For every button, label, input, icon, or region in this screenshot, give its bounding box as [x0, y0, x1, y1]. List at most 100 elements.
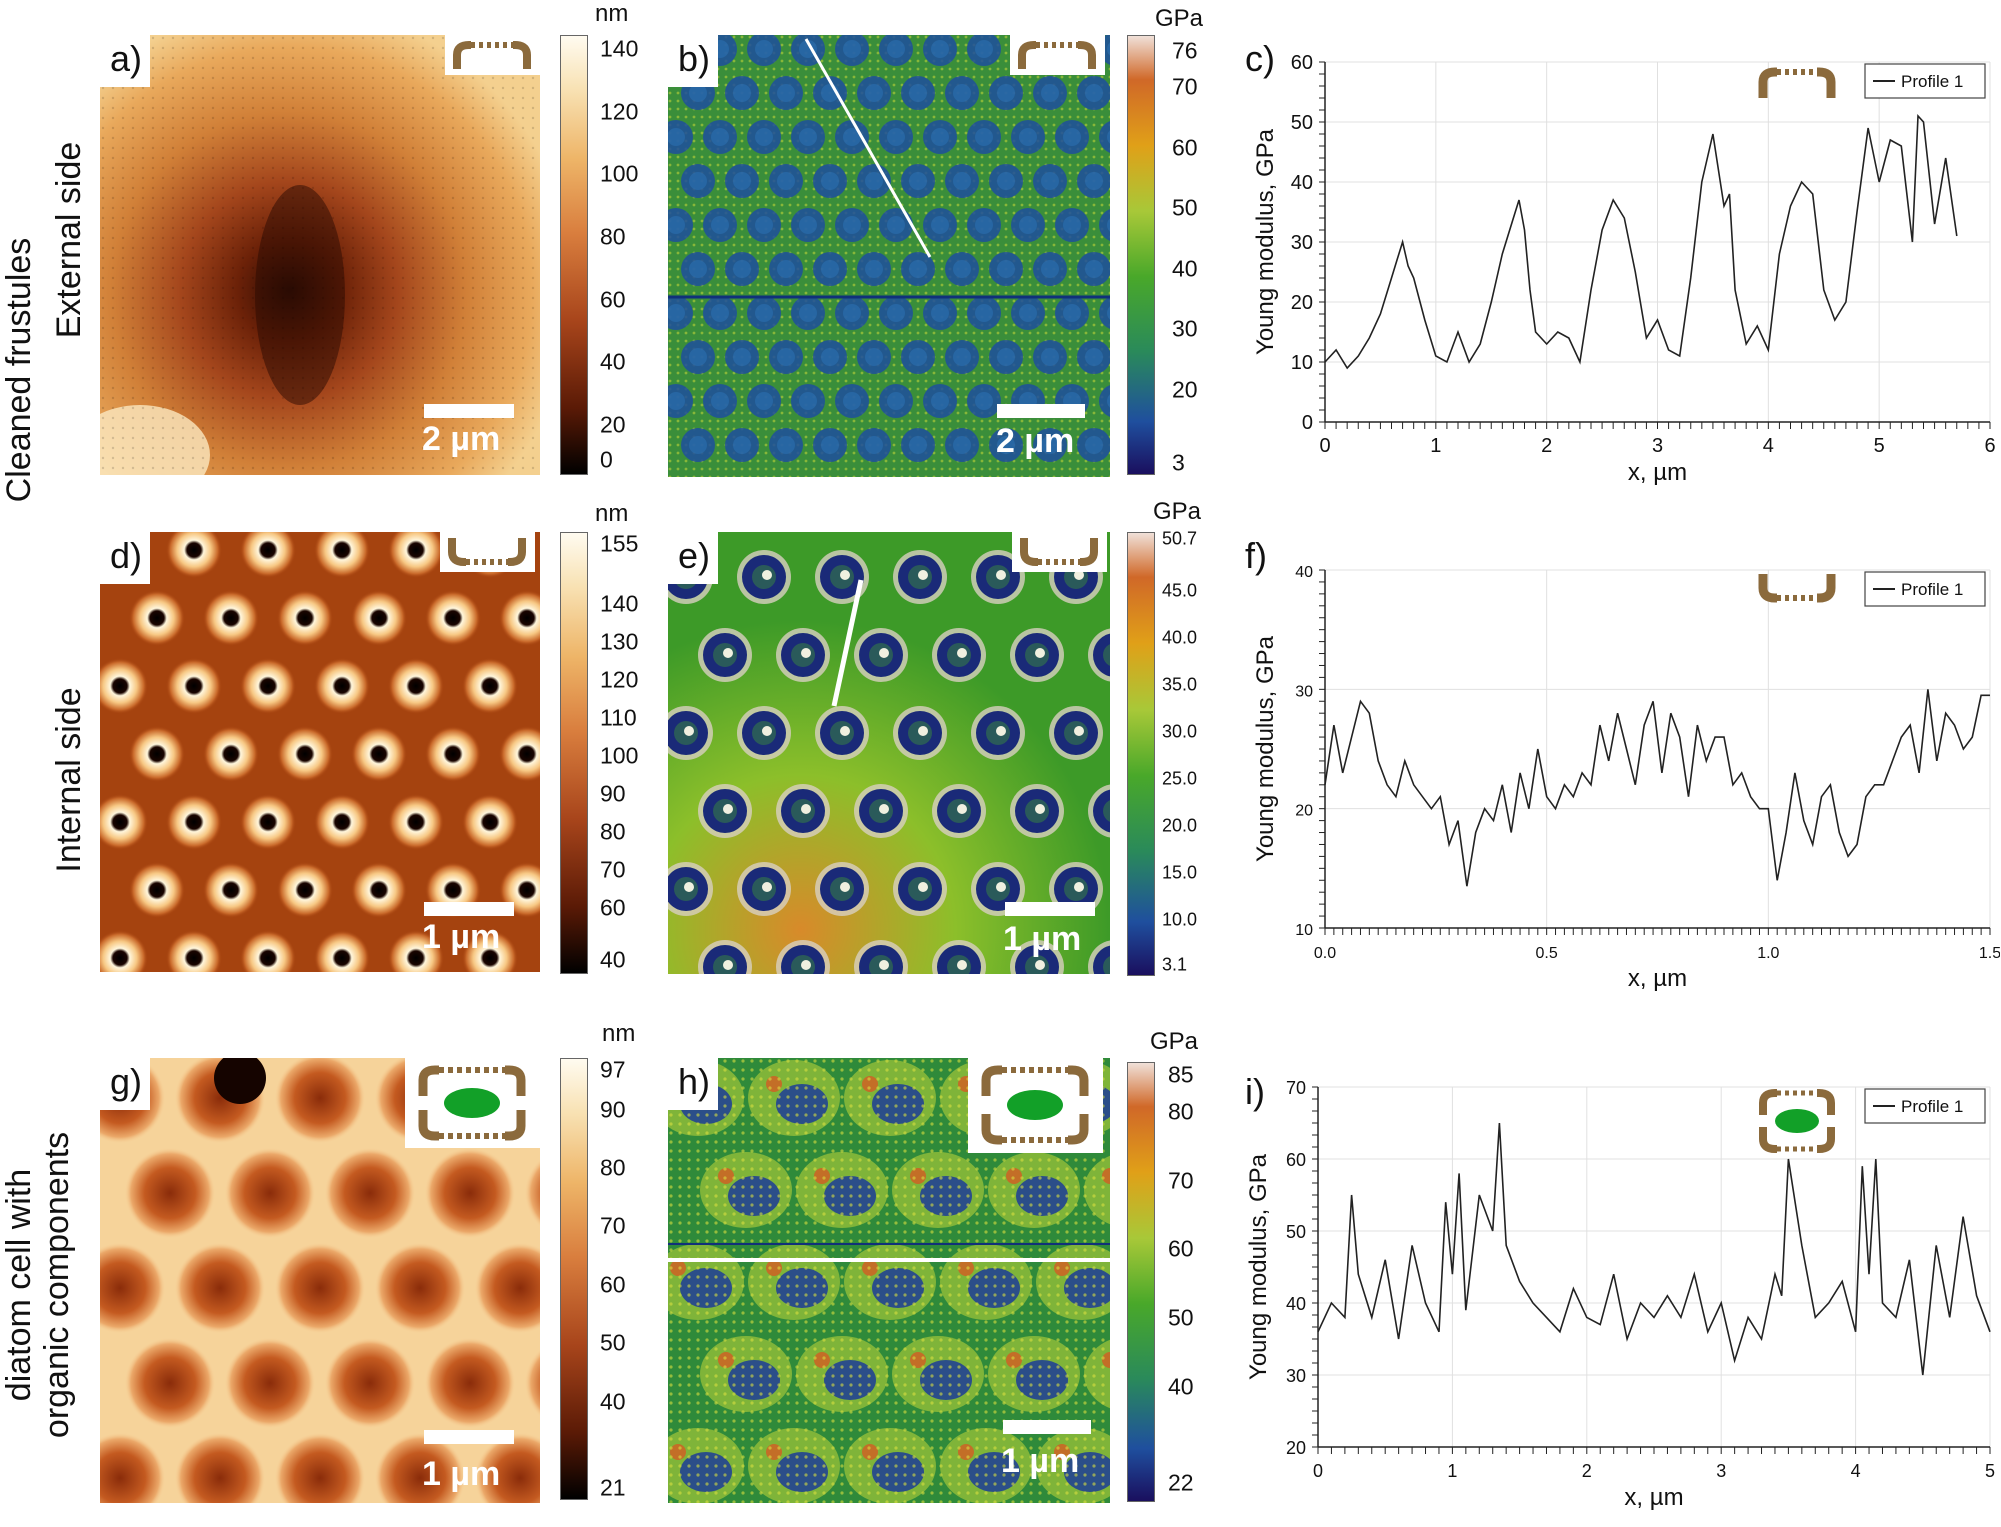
panel-letter-i: i) — [1245, 1071, 1265, 1112]
y-axis-label: Young modulus, GPa — [1252, 635, 1279, 862]
y-tick-label: 30 — [1291, 232, 1313, 254]
pore-center — [733, 172, 751, 190]
pore-center — [843, 216, 861, 234]
x-tick-label: 1 — [1447, 1461, 1457, 1481]
crater — [1093, 633, 1110, 677]
panel-letter-a: a) — [100, 35, 151, 87]
x-tick-label: 1 — [1430, 435, 1441, 457]
pore — [524, 1348, 540, 1418]
crater-peak — [1074, 570, 1084, 580]
y-tick-label: 50 — [1291, 112, 1313, 134]
pore-center — [711, 128, 729, 146]
pore-center — [997, 84, 1015, 102]
x-tick-label: 3 — [1716, 1461, 1726, 1481]
crater-peak — [684, 882, 694, 892]
pore-center — [909, 260, 927, 278]
scale-label-d: 1 µm — [422, 918, 501, 956]
cb-tick: 70 — [600, 1212, 626, 1239]
pit — [388, 658, 444, 714]
crater-peak — [1074, 882, 1084, 892]
cb-tick: 40 — [600, 1388, 626, 1415]
cb-tick: 80 — [600, 1154, 626, 1181]
cb-tick: 60 — [600, 1271, 626, 1298]
profile-line — [1317, 1122, 1991, 1376]
profile-chart-i: 0 1 2 3 4 5 20 30 40 50 60 70 x, µm Young modulus, GP… — [1245, 1078, 1995, 1511]
pore — [1099, 209, 1110, 241]
pit — [203, 590, 259, 646]
x-tick-label: 2 — [1541, 435, 1552, 457]
y-tick-label: 60 — [1291, 52, 1313, 74]
pore-center — [755, 392, 773, 410]
profile-line — [1324, 689, 1990, 887]
pore-center — [843, 40, 861, 58]
pit — [351, 726, 407, 782]
cb-tick: 60 — [600, 894, 626, 921]
pore-center — [777, 260, 795, 278]
pit — [240, 532, 296, 578]
cb-tick: 140 — [600, 590, 639, 617]
panel-letter-c: c) — [1245, 38, 1275, 79]
cb-tick: 80 — [600, 818, 626, 845]
pore — [224, 1337, 316, 1429]
scale-bar-h — [1003, 1420, 1091, 1434]
crater-peak — [840, 882, 850, 892]
pit — [100, 658, 148, 714]
scale-bar-a — [424, 404, 514, 418]
pit — [100, 794, 148, 850]
crater-peak — [684, 726, 694, 736]
pore-center — [1085, 348, 1103, 366]
scale-bar-e — [1005, 902, 1095, 916]
pore-center — [909, 348, 927, 366]
scale-label-b: 2 µm — [996, 422, 1075, 460]
crater-peak — [1035, 804, 1045, 814]
height-map-g-svg — [100, 1058, 540, 1503]
pit — [425, 726, 481, 782]
crater-peak — [957, 960, 967, 970]
pit — [351, 590, 407, 646]
pore-center — [1041, 348, 1059, 366]
y-tick-label: 10 — [1295, 922, 1313, 939]
pit — [277, 590, 333, 646]
crater-center — [1103, 956, 1110, 974]
cb-tick: 40.0 — [1162, 627, 1198, 648]
cb-tick: 3.1 — [1162, 954, 1188, 975]
cb-tick: 40 — [600, 348, 626, 375]
x-axis-label: x, µm — [1628, 965, 1687, 992]
y-tick-label: 60 — [1286, 1150, 1306, 1170]
pore-center — [997, 172, 1015, 190]
afm-height-image-g — [100, 1058, 540, 1503]
pore — [424, 1337, 516, 1429]
pore — [324, 1337, 416, 1429]
x-tick-label: 4 — [1763, 435, 1774, 457]
pore-center — [733, 436, 751, 454]
y-tick-label: 50 — [1286, 1222, 1306, 1242]
cb-tick: 70 — [600, 856, 626, 883]
pore-center — [909, 172, 927, 190]
colorbar-unit-a: nm — [595, 0, 629, 27]
colorbar-d — [560, 532, 588, 974]
pore-center — [755, 304, 773, 322]
modulus-map-e-svg — [668, 532, 1110, 974]
cb-tick: 70 — [1168, 1167, 1194, 1194]
modulus-map-b-svg — [668, 35, 1110, 477]
pit — [166, 658, 222, 714]
pore — [1099, 297, 1110, 329]
pit — [129, 862, 185, 918]
pore — [100, 1432, 166, 1503]
crater — [1093, 789, 1110, 833]
y-tick-label: 40 — [1291, 172, 1313, 194]
pore-center — [1085, 260, 1103, 278]
row-label-internal-side: Internal side — [50, 687, 88, 873]
pore-center — [931, 40, 949, 58]
pore-center — [711, 304, 729, 322]
colorbar-e — [1127, 532, 1155, 976]
profile-line — [1324, 114, 1958, 370]
crater-peak — [918, 570, 928, 580]
scale-label-e: 1 µm — [1003, 920, 1082, 958]
pore-center — [689, 348, 707, 366]
pore-center — [997, 348, 1015, 366]
cb-tick: 120 — [600, 98, 639, 125]
x-tick-label: 4 — [1851, 1461, 1861, 1481]
colorbar-ticks-e: 50.7 45.0 40.0 35.0 30.0 25.0 20.0 15.0 … — [1162, 529, 1232, 975]
pore — [1099, 121, 1110, 153]
